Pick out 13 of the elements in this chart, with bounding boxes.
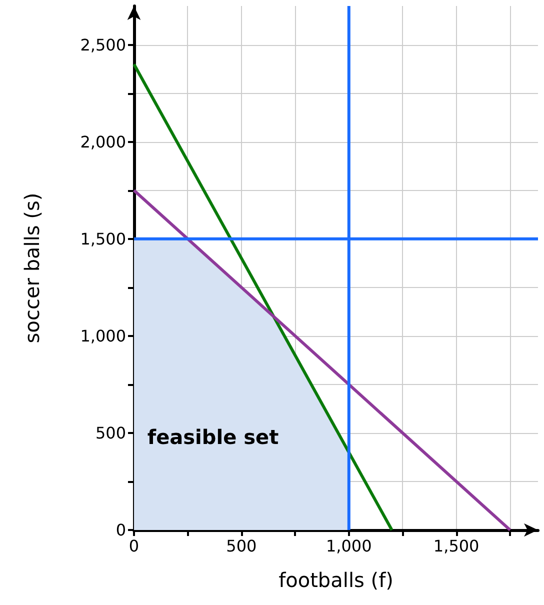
x-tick-label: 1,000 xyxy=(326,536,372,556)
x-tick-label: 1,500 xyxy=(433,536,480,556)
x-tick-label: 500 xyxy=(226,536,257,556)
y-tick-label: 2,500 xyxy=(80,35,126,54)
x-tick-label: 0 xyxy=(128,536,140,556)
y-axis-title: soccer balls (s) xyxy=(20,192,44,344)
y-tick-label: 1,000 xyxy=(80,326,126,346)
x-axis-title: footballs (f) xyxy=(278,568,394,592)
y-tick-label: 1,500 xyxy=(80,229,126,248)
annotation: feasible set xyxy=(147,425,280,449)
y-tick-label: 2,000 xyxy=(80,132,126,152)
y-tick-label: 500 xyxy=(95,423,126,442)
y-tick-label: 0 xyxy=(116,520,126,540)
